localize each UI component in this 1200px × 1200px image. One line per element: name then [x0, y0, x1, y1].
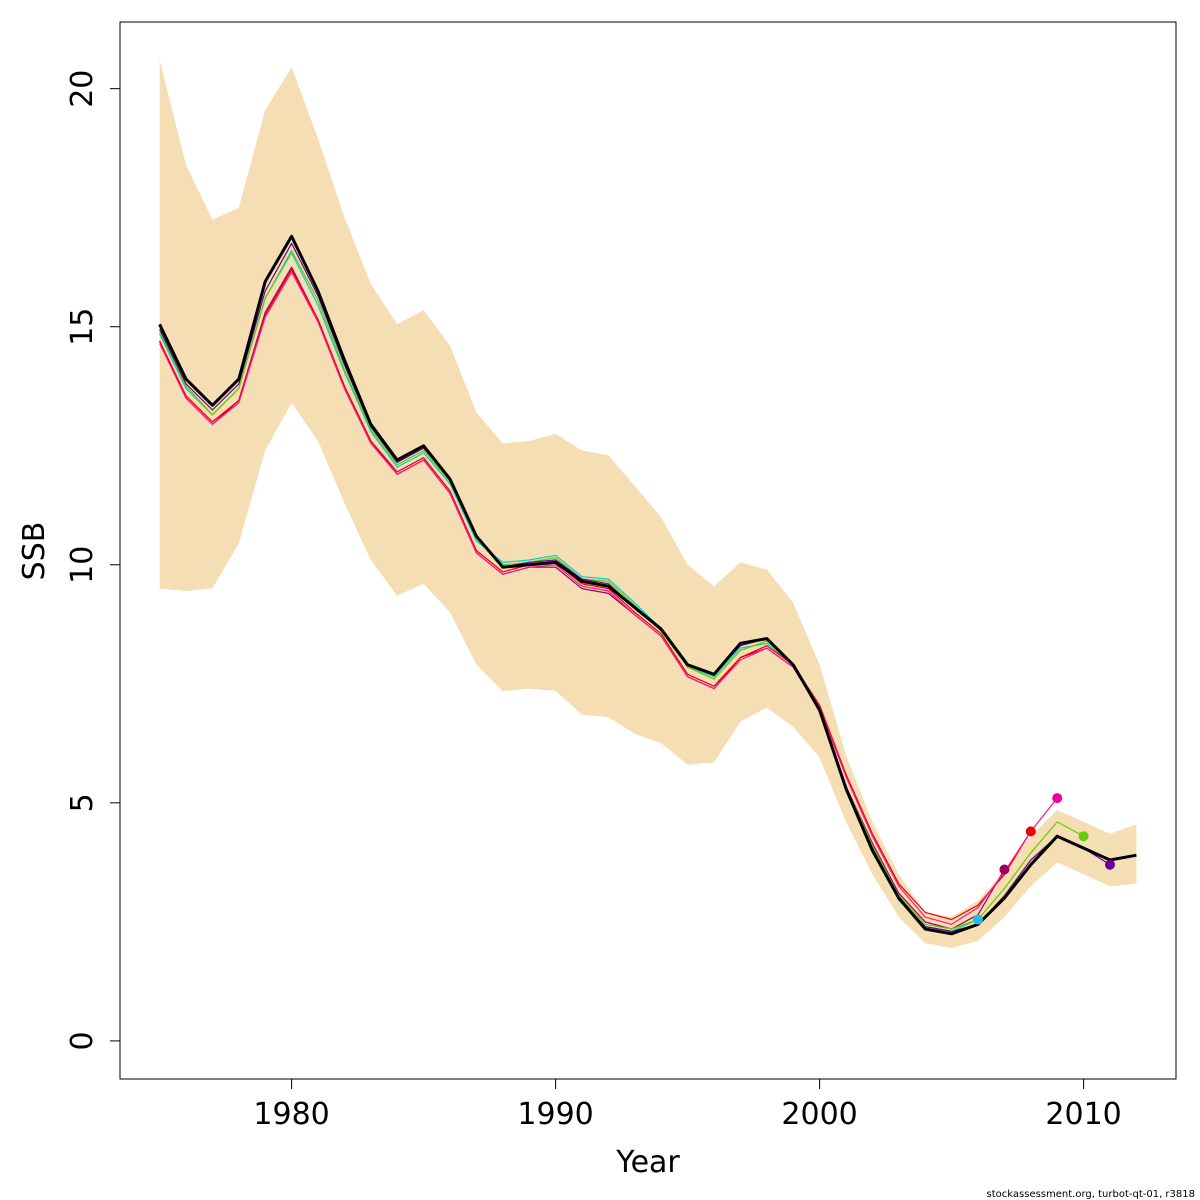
y-tick-label: 5	[65, 793, 100, 812]
y-tick-label: 0	[65, 1031, 100, 1050]
x-tick-label: 2000	[781, 1097, 857, 1132]
confidence-band-layer	[159, 60, 1137, 949]
series-endpoint-5	[1078, 831, 1089, 842]
series-endpoint-2	[999, 864, 1010, 875]
series-line-3	[159, 269, 1032, 921]
y-tick-label: 15	[65, 308, 100, 346]
y-tick-label: 10	[65, 546, 100, 584]
series-endpoint-4	[1052, 793, 1063, 804]
x-tick-label: 2010	[1045, 1097, 1121, 1132]
x-axis-title: Year	[615, 1145, 680, 1180]
x-axis: 1980 1990 2000 2010	[253, 1079, 1122, 1132]
series-endpoint-3	[1025, 826, 1036, 837]
confidence-band	[159, 60, 1137, 949]
series-endpoint-6	[1105, 859, 1115, 870]
series-line-5	[159, 249, 1084, 930]
series-endpoint-1	[973, 914, 983, 925]
x-tick-label: 1980	[253, 1097, 329, 1132]
y-axis-title: SSB	[17, 522, 52, 581]
y-tick-label: 20	[65, 70, 100, 108]
plot-frame	[119, 21, 1177, 1080]
series-line-7	[158, 234, 1137, 936]
series-line-4	[159, 271, 1058, 925]
x-tick-label: 1990	[517, 1097, 593, 1132]
y-axis: 0 5 10 15 20	[65, 70, 120, 1050]
footer-credit: stockassessment.org, turbot-qt-01, r3818	[987, 1189, 1195, 1200]
series-line-2	[159, 266, 1005, 930]
endpoint-layer	[973, 793, 1115, 925]
series-layer	[158, 234, 1137, 936]
